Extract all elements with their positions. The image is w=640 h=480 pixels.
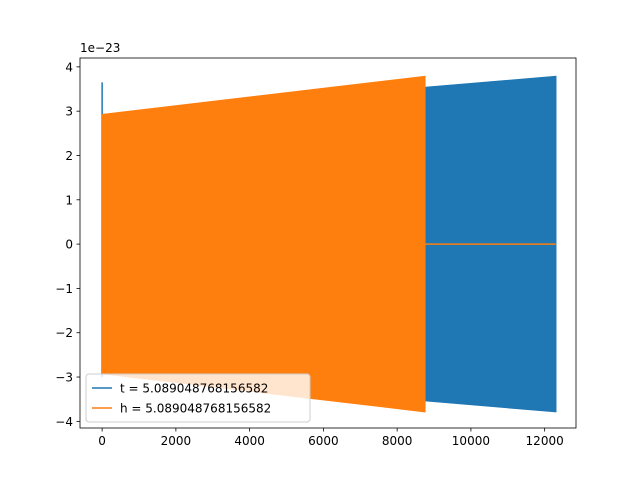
x-tick-label: 0 (98, 434, 106, 448)
y-tick-label: 0 (65, 238, 73, 252)
legend-box (85, 373, 311, 423)
x-axis: 0 2000 4000 6000 8000 10000 12000 (98, 428, 564, 448)
legend-label: h = 5.089048768156582 (120, 402, 271, 416)
series-h (101, 75, 556, 413)
x-tick-label: 8000 (382, 434, 413, 448)
y-tick-label: −3 (55, 371, 73, 385)
y-tick-label: −4 (55, 415, 73, 429)
y-axis-offset-label: 1e−23 (80, 41, 120, 55)
legend-label: t = 5.089048768156582 (120, 382, 268, 396)
plot-frame (79, 57, 577, 429)
x-tick-label: 6000 (308, 434, 339, 448)
x-tick-label: 4000 (234, 434, 265, 448)
x-tick-label: 12000 (526, 434, 564, 448)
y-tick-label: 3 (65, 105, 73, 119)
y-tick-label: −1 (55, 282, 73, 296)
legend: t = 5.089048768156582 h = 5.0890487681565… (85, 373, 311, 423)
x-tick-label: 2000 (161, 434, 192, 448)
y-tick-label: −2 (55, 326, 73, 340)
y-tick-label: 2 (65, 149, 73, 163)
y-tick-label: 4 (65, 60, 73, 74)
plot-content (101, 75, 557, 413)
x-tick-label: 10000 (452, 434, 490, 448)
y-axis: −4 −3 −2 −1 0 1 2 3 4 (55, 60, 80, 429)
series-envelope (101, 75, 426, 413)
y-tick-label: 1 (65, 193, 73, 207)
